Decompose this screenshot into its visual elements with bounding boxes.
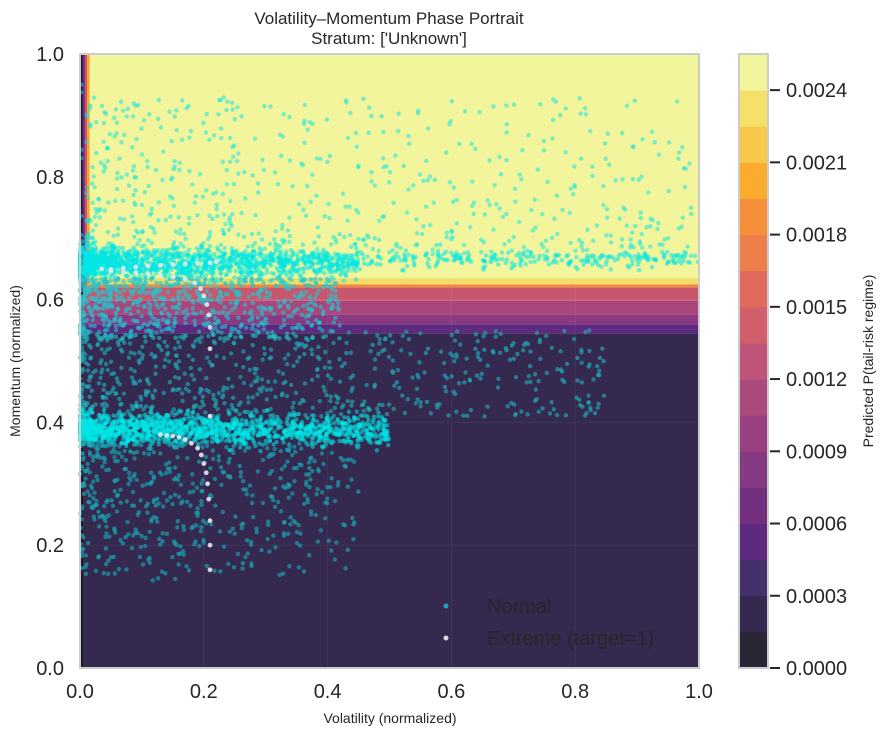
probability-contour-background xyxy=(80,54,699,668)
y-axis-ticks: 0.0 0.2 0.4 0.6 0.8 1.0 xyxy=(36,44,64,680)
contour-region xyxy=(80,54,699,279)
contour-region xyxy=(80,284,699,288)
y-tick-label: 0.0 xyxy=(36,658,64,680)
legend-marker-normal xyxy=(443,603,449,609)
colorbar-label: Predicted P(tail-risk regime) xyxy=(860,275,876,448)
colorbar-band xyxy=(739,559,768,597)
colorbar-tick-label: 0.0024 xyxy=(786,80,847,102)
colorbar-band xyxy=(739,234,768,272)
x-tick-label: 1.0 xyxy=(685,681,713,703)
colorbar-band xyxy=(739,523,768,561)
colorbar-band xyxy=(739,342,768,380)
y-axis-label: Momentum (normalized) xyxy=(7,285,23,437)
colorbar: 0.0000 0.0003 0.0006 0.0009 0.0012 0.0015 0.00… xyxy=(738,53,876,680)
contour-edge-strip xyxy=(86,54,90,288)
contour-edge-strip xyxy=(80,287,83,668)
legend: Normal Extreme (target=1) xyxy=(443,596,654,650)
x-tick-label: 0.0 xyxy=(66,681,94,703)
colorbar-tick-label: 0.0000 xyxy=(786,658,847,680)
contour-edge-strip xyxy=(80,54,83,288)
contour-edge-strip xyxy=(84,54,88,288)
contour-edge-strip xyxy=(82,54,85,288)
x-tick-label: 0.4 xyxy=(314,681,342,703)
colorbar-tick-label: 0.0015 xyxy=(786,297,847,319)
colorbar-tick-label: 0.0021 xyxy=(786,152,847,174)
chart-title: Volatility–Momentum Phase Portrait xyxy=(254,9,524,28)
contour-region xyxy=(80,278,699,285)
contour-region xyxy=(80,333,699,668)
y-tick-label: 0.8 xyxy=(36,167,64,189)
y-tick-label: 0.2 xyxy=(36,535,64,557)
colorbar-band xyxy=(739,90,768,127)
colorbar-band xyxy=(739,126,768,163)
colorbar-band xyxy=(739,270,768,308)
colorbar-ticks: 0.0000 0.0003 0.0006 0.0009 0.0012 0.0015 0.00… xyxy=(770,80,847,680)
colorbar-band xyxy=(739,595,768,633)
colorbar-bands xyxy=(739,54,768,669)
colorbar-tick-label: 0.0003 xyxy=(786,586,847,608)
colorbar-band xyxy=(739,162,768,199)
y-tick-label: 1.0 xyxy=(36,44,64,66)
colorbar-band xyxy=(739,54,768,91)
colorbar-tick-label: 0.0009 xyxy=(786,441,847,463)
scatter-extreme-points xyxy=(99,259,219,573)
colorbar-band xyxy=(739,631,768,669)
colorbar-band xyxy=(739,415,768,452)
legend-label-extreme: Extreme (target=1) xyxy=(487,628,654,650)
colorbar-band xyxy=(739,198,768,236)
colorbar-band xyxy=(739,306,768,344)
colorbar-tick-label: 0.0018 xyxy=(786,225,847,247)
x-tick-label: 0.6 xyxy=(437,681,465,703)
x-axis-label: Volatility (normalized) xyxy=(323,710,456,726)
x-axis-ticks: 0.0 0.2 0.4 0.6 0.8 1.0 xyxy=(66,681,713,703)
legend-label-normal: Normal xyxy=(487,596,551,618)
colorbar-tick-label: 0.0012 xyxy=(786,369,847,391)
chart-subtitle: Stratum: ['Unknown'] xyxy=(311,29,467,48)
x-tick-label: 0.2 xyxy=(190,681,218,703)
y-tick-label: 0.6 xyxy=(36,290,64,312)
contour-region xyxy=(80,314,699,325)
colorbar-frame xyxy=(738,53,769,669)
x-tick-label: 0.8 xyxy=(561,681,589,703)
contour-region xyxy=(80,324,699,334)
colorbar-tick-label: 0.0006 xyxy=(786,514,847,536)
colorbar-band xyxy=(739,487,768,525)
colorbar-band xyxy=(739,379,768,416)
legend-marker-extreme xyxy=(443,635,449,641)
plot-frame xyxy=(79,53,700,669)
y-tick-label: 0.4 xyxy=(36,412,64,434)
colorbar-band xyxy=(739,451,768,488)
plot-area xyxy=(77,53,701,669)
